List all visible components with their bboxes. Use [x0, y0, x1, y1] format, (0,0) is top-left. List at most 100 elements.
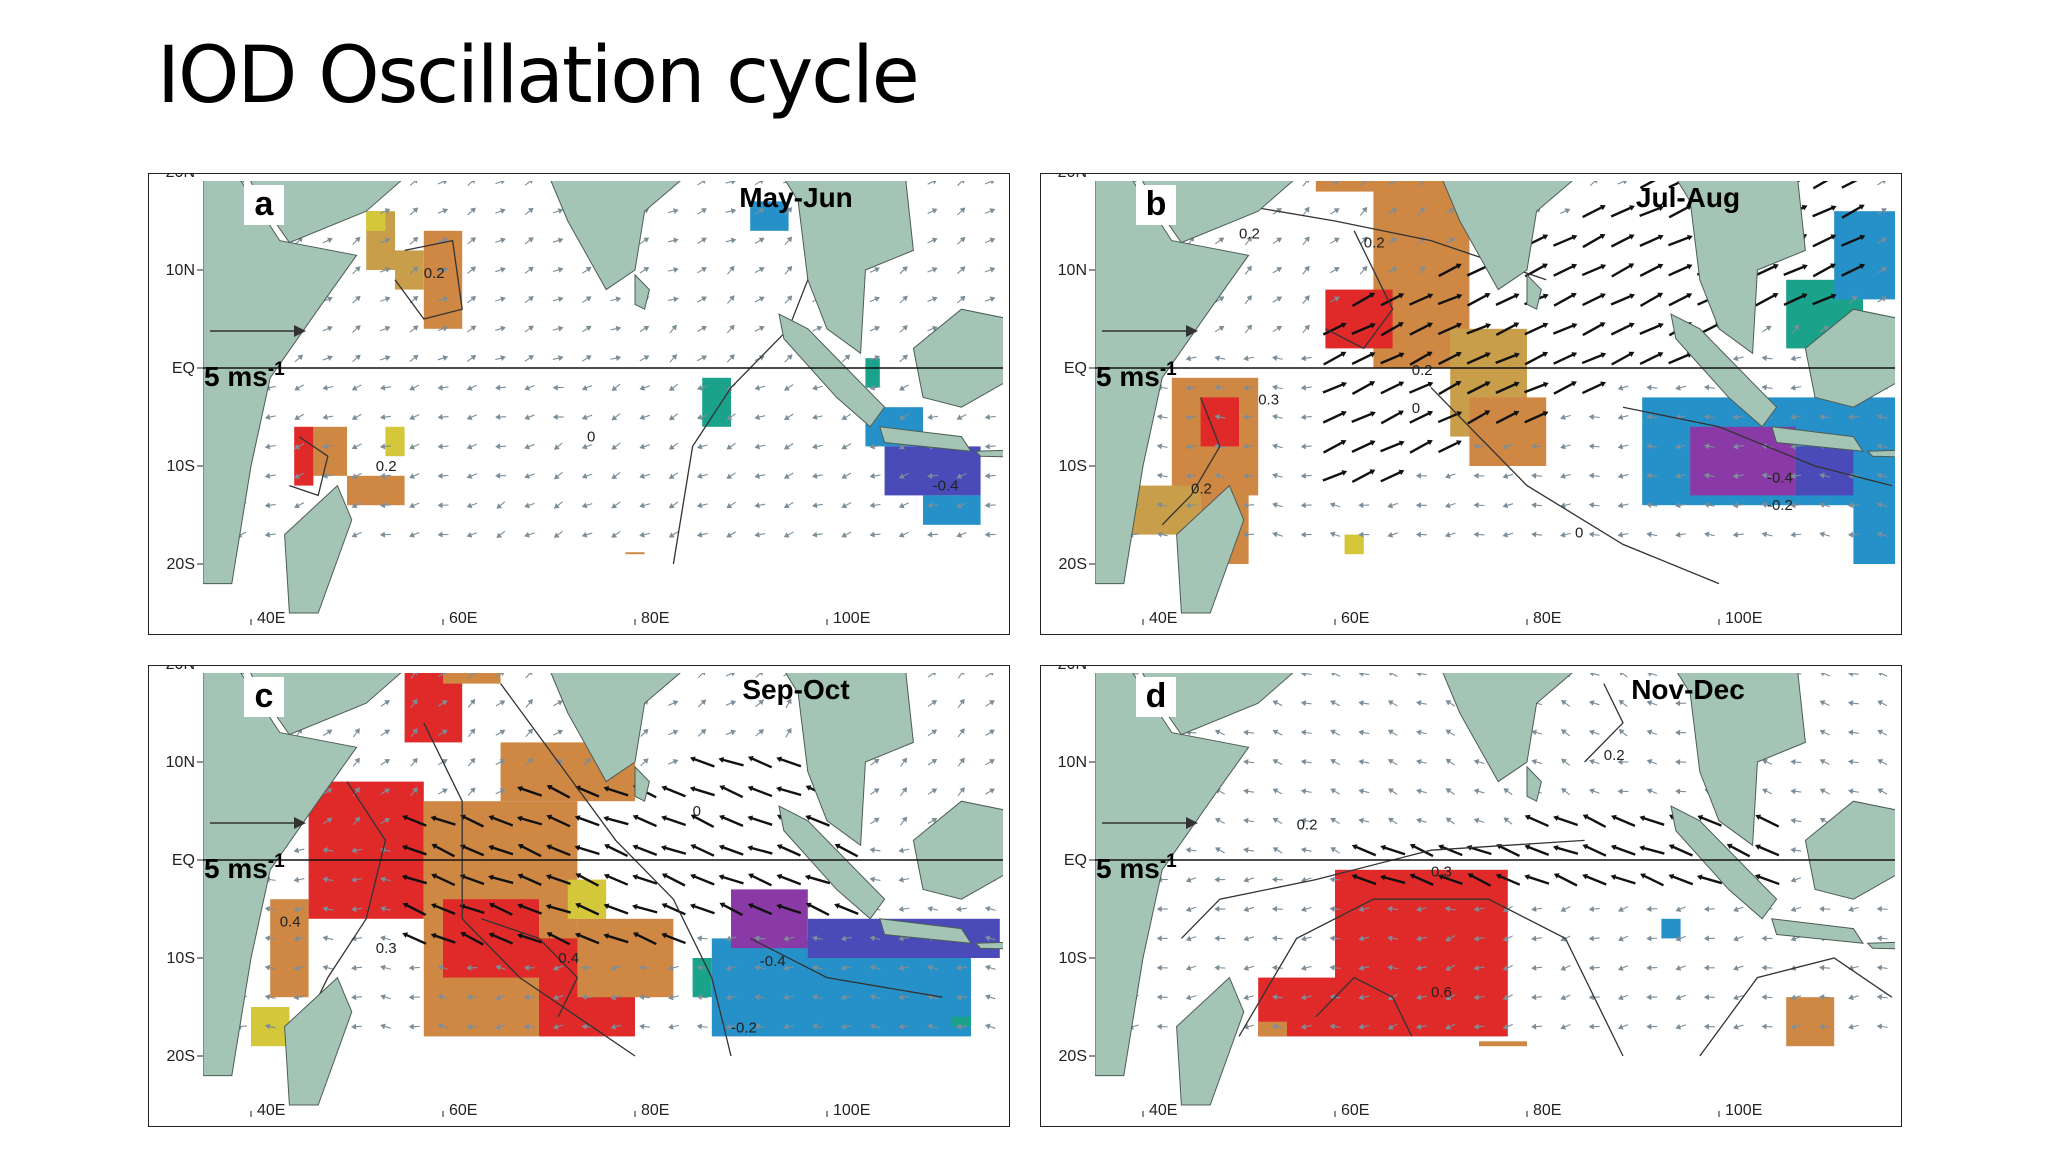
- panel-b-wind-arrow: [1732, 472, 1744, 479]
- panel-a-wind-arrow: [379, 502, 391, 509]
- panel-d-wind-arrow: [1531, 1023, 1543, 1030]
- panel-b-wind-arrow: [1300, 355, 1312, 362]
- panel-b-anomaly-patch: [1834, 211, 1895, 300]
- panel-a-wind-arrow: [611, 413, 621, 421]
- panel-a-wind-arrow: [409, 236, 419, 245]
- panel-c-wind-arrow-strong: [402, 902, 427, 916]
- panel-a-wind-arrow: [322, 443, 334, 450]
- panel-a-anomaly-patch: [294, 426, 314, 486]
- panel-a-wind-arrow: [667, 266, 679, 273]
- panel-d-wind-arrow: [1473, 994, 1485, 1001]
- panel-d-wind-arrow: [1358, 758, 1370, 765]
- panel-a-wind-arrow: [409, 384, 420, 391]
- panel-d-wind-arrow: [1214, 847, 1225, 854]
- panel-c-lat-label: 10S: [167, 950, 195, 967]
- panel-c-wind-arrow: [293, 935, 305, 942]
- panel-c-wind-arrow-strong: [488, 844, 514, 856]
- panel-c-wind-arrow: [900, 787, 908, 797]
- panel-d-wind-arrow: [1732, 1023, 1744, 1030]
- panel-b-wind-arrow-strong: [1437, 322, 1463, 336]
- panel-d-wind-arrow: [1271, 935, 1283, 942]
- panel-c-wind-arrow-strong: [460, 931, 484, 946]
- panel-c-wind-arrow-strong: [488, 932, 514, 945]
- panel-a-wind-arrow: [552, 384, 564, 391]
- panel-d-wind-arrow: [1790, 847, 1802, 854]
- panel-a-wind-arrow: [264, 414, 276, 421]
- panel-c-wind-arrow: [410, 787, 418, 796]
- panel-d-wind-arrow: [1330, 700, 1341, 707]
- panel-b-wind-arrow-strong: [1812, 293, 1837, 306]
- panel-d-wind-arrow: [1300, 700, 1312, 707]
- panel-b-wind-arrow: [1329, 531, 1341, 538]
- panel-d-wind-arrow: [1330, 817, 1340, 825]
- panel-d-wind-arrow: [1703, 906, 1715, 913]
- panel-a-wind-arrow: [351, 531, 362, 538]
- panel-b-wind-arrow: [1617, 414, 1629, 421]
- panel-a-wind-arrow: [379, 384, 391, 391]
- panel-c-wind-arrow-strong: [546, 784, 571, 799]
- panel-c-anomaly-patch: [443, 899, 539, 978]
- panel-b-wind-arrow-strong: [1610, 322, 1635, 336]
- panel-b-wind-arrow-strong: [1610, 234, 1635, 248]
- panel-d-wind-arrow: [1703, 994, 1715, 1001]
- panel-b-wind-arrow-strong: [1841, 204, 1865, 219]
- panel-b-wind-arrow-strong: [1380, 469, 1405, 483]
- panel-a-wind-arrow: [668, 442, 679, 450]
- panel-d-wind-arrow: [1243, 847, 1255, 854]
- panel-d-wind-arrow-strong: [1380, 844, 1406, 856]
- panel-b-wind-arrow: [1417, 181, 1425, 187]
- panel-b-wind-arrow: [1272, 355, 1283, 362]
- panel-a-wind-arrow: [467, 296, 477, 304]
- panel-b-wind-arrow: [1417, 207, 1426, 216]
- panel-d-wind-arrow: [1358, 700, 1370, 707]
- panel-a-wind-arrow: [466, 502, 478, 509]
- panel-b-wind-arrow: [1588, 443, 1600, 450]
- panel-c-wind-arrow: [840, 935, 852, 942]
- panel-d-wind-arrow: [1358, 729, 1370, 736]
- panel-b-wind-arrow: [1791, 324, 1800, 334]
- panel-b-wind-arrow: [1473, 472, 1485, 479]
- panel-c-letter-box: [244, 677, 284, 717]
- panel-b-wind-arrow: [1300, 502, 1312, 509]
- panel-c-anomaly-patch: [692, 958, 712, 998]
- panel-a-wind-arrow: [669, 354, 678, 363]
- panel-a-wind-arrow: [322, 472, 334, 479]
- panel-d-isoline: [1584, 683, 1624, 763]
- panel-c-wind-arrow-strong: [516, 815, 543, 826]
- panel-b-wind-arrow: [1329, 267, 1340, 274]
- panel-a-wind-arrow: [610, 325, 622, 332]
- panel-a-wind-arrow: [841, 472, 852, 479]
- panel-d-wind-arrow: [1762, 788, 1773, 795]
- panel-a-wind-arrow: [669, 383, 679, 391]
- panel-c-wind-scale-arrowhead: [294, 817, 306, 829]
- panel-d-wind-arrow: [1300, 906, 1312, 913]
- panel-d-wind-arrow: [1243, 758, 1255, 765]
- panel-a-wind-arrow: [611, 442, 621, 450]
- panel-a-anomaly-patch: [702, 377, 731, 427]
- panel-a-wind-arrow: [322, 414, 334, 421]
- panel-d-wind-arrow: [1271, 964, 1283, 971]
- panel-d-wind-arrow: [1358, 994, 1370, 1001]
- panel-a-anomaly-patch: [923, 495, 981, 525]
- panel-b-wind-arrow-strong: [1639, 292, 1664, 307]
- panel-a-wind-arrow: [927, 208, 938, 215]
- panel-b-wind-arrow: [1185, 355, 1197, 362]
- panel-c-wind-arrow: [668, 729, 679, 736]
- panel-d-wind-arrow: [1445, 994, 1456, 1001]
- panel-b-wind-arrow: [1272, 325, 1283, 333]
- panel-b-wind-arrow-strong: [1581, 293, 1606, 307]
- panel-d-wind-arrow-strong: [1552, 845, 1579, 855]
- panel-d-wind-arrow: [1646, 788, 1658, 794]
- panel-d-wind-arrow: [1416, 729, 1427, 736]
- panel-c-wind-arrow-strong: [747, 785, 773, 798]
- panel-c-contour-label: -0.4: [760, 953, 786, 970]
- panel-d-wind-arrow: [1560, 699, 1571, 707]
- panel-a-wind-arrow: [611, 383, 621, 392]
- panel-a-wind-arrow: [754, 472, 766, 479]
- panel-c-wind-arrow: [582, 758, 591, 767]
- panel-d-wind-arrow: [1877, 729, 1888, 736]
- panel-d-wind-arrow: [1358, 788, 1370, 795]
- panel-c-wind-arrow: [696, 1023, 708, 1030]
- panel-b-wind-arrow: [1330, 181, 1340, 186]
- panel-a-wind-arrow: [294, 502, 305, 509]
